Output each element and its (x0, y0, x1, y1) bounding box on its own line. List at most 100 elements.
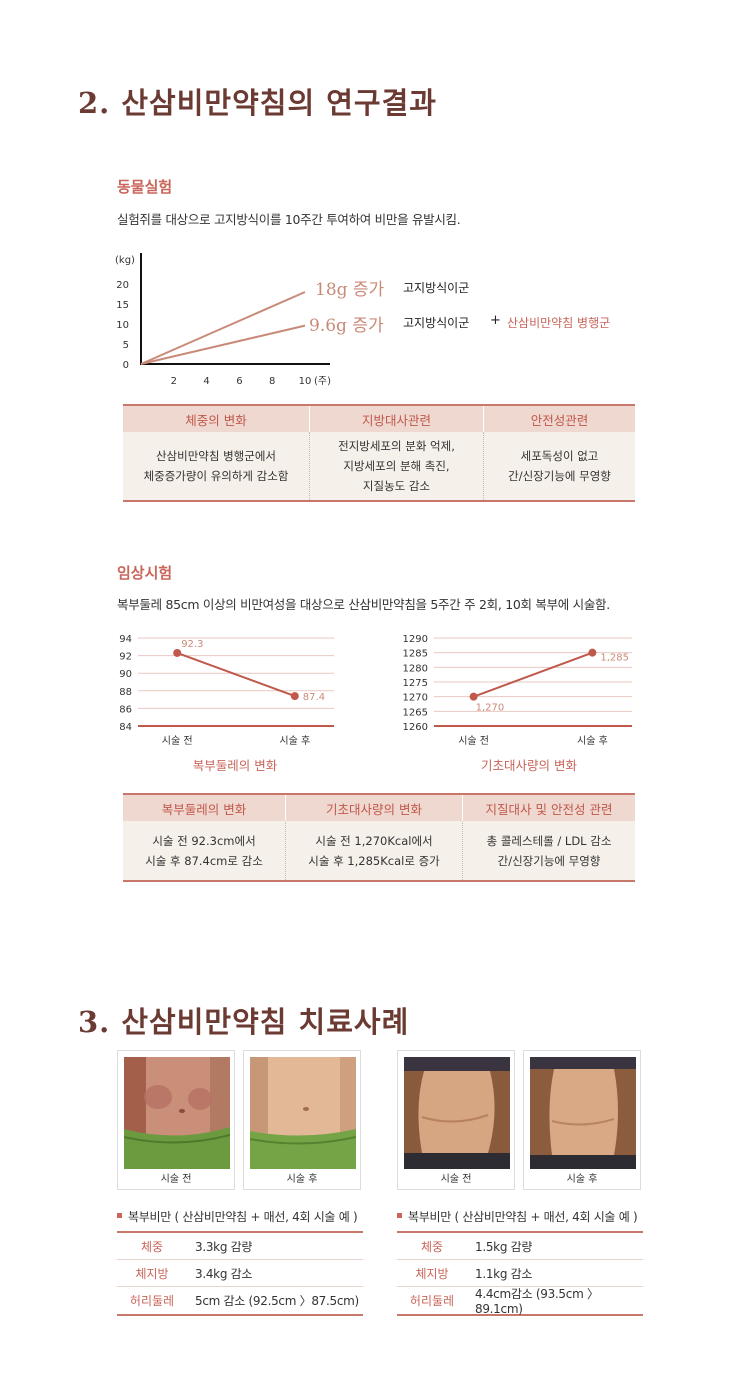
x-tick-label: 2 (171, 376, 177, 387)
row-value: 5cm 감소 (92.5cm 〉87.5cm) (195, 1294, 359, 1308)
series-2-group: 고지방식이군 (403, 316, 470, 330)
table-row: 산삼비만약침 병행군에서 체중증가량이 유의하게 감소함 전지방세포의 분화 억… (123, 432, 635, 500)
y-tick-label: 1275 (403, 678, 428, 689)
clinical-study-description: 복부둘레 85cm 이상의 비만여성을 대상으로 산삼비만약침을 5주간 주 2… (117, 597, 610, 612)
x-tick-label: 8 (269, 376, 275, 387)
header-weight: 체중의 변화 (123, 406, 310, 432)
y-tick-label: 92 (119, 652, 132, 663)
header-waist: 복부둘레의 변화 (123, 795, 286, 821)
section-2-title: 2. 산삼비만약침의 연구결과 (78, 86, 437, 120)
series-line (176, 652, 296, 698)
header-bmr: 기초대사량의 변화 (286, 795, 463, 821)
cell-lipid-safety: 총 콜레스테롤 / LDL 감소 간/신장기능에 무영향 (486, 833, 612, 868)
animal-study-subtitle: 동물실험 (117, 178, 173, 196)
table-row: 체지방 3.4kg 감소 (117, 1260, 363, 1287)
table-row: 허리둘레 4.4cm감소 (93.5cm 〉89.1cm) (397, 1287, 643, 1316)
bmr-chart-caption: 기초대사량의 변화 (481, 758, 577, 773)
bullet-icon (117, 1213, 122, 1218)
data-point (588, 648, 597, 657)
clinical-result-table: 복부둘레의 변화 기초대사량의 변화 지질대사 및 안전성 관련 시술 전 92… (123, 793, 635, 882)
y-tick-label: 94 (119, 634, 132, 645)
y-tick-label: 10 (116, 320, 129, 331)
y-tick-label: 15 (116, 300, 129, 311)
row-value: 1.1kg 감소 (475, 1266, 533, 1281)
data-point (469, 692, 478, 701)
section-3-title: 3. 산삼비만약침 치료사례 (78, 1005, 410, 1039)
case-2-table: 체중 1.5kg 감량 체지방 1.1kg 감소 허리둘레 4.4cm감소 (9… (397, 1231, 643, 1316)
x-tick-label: 6 (236, 376, 242, 387)
weight-gain-chart: (kg) 0 5 10 15 20 2 4 6 8 10 (주) 18g 증가 고지방식이군 9.… (105, 250, 645, 390)
y-tick-label: 20 (116, 280, 129, 291)
bullet-icon (397, 1213, 402, 1218)
series-1-label: 18g 증가 (315, 280, 385, 300)
case-1-before-photo: 시술 전 (117, 1050, 235, 1190)
y-tick-label: 1265 (403, 707, 428, 718)
data-point (173, 648, 182, 657)
series-1-group: 고지방식이군 (403, 281, 470, 295)
series-2-plus: + (490, 313, 501, 328)
case-2-heading: 복부비만 ( 산삼비만약침 + 매선, 4회 시술 예 ) (397, 1208, 638, 1225)
series-line-2 (140, 324, 306, 365)
case-2-after-photo: 시술 후 (523, 1050, 641, 1190)
row-value: 3.3kg 감량 (195, 1239, 253, 1254)
data-label: 87.4 (303, 692, 325, 703)
cell-safety: 세포독성이 없고 간/신장기능에 무영향 (508, 449, 611, 483)
x-tick-label: 시술 전 (458, 735, 489, 747)
row-key: 체지방 (135, 1266, 169, 1281)
table-header: 복부둘레의 변화 기초대사량의 변화 지질대사 및 안전성 관련 (123, 793, 635, 821)
data-label: 1,270 (476, 703, 505, 714)
row-key: 체지방 (415, 1266, 449, 1281)
row-key: 허리둘레 (129, 1294, 175, 1308)
cell-weight: 산삼비만약침 병행군에서 체중증가량이 유의하게 감소함 (123, 432, 310, 500)
row-value: 1.5kg 감량 (475, 1239, 533, 1254)
y-axis-label: (kg) (115, 255, 135, 266)
cell-bmr: 시술 전 1,270Kcal에서 시술 후 1,285Kcal로 증가 (286, 821, 463, 880)
after-caption: 시술 후 (286, 1174, 318, 1185)
header-lipid: 지방대사관련 (310, 406, 484, 432)
x-tick-label: 시술 후 (577, 735, 608, 747)
table-row: 허리둘레 5cm 감소 (92.5cm 〉87.5cm) (117, 1287, 363, 1314)
series-line (473, 651, 593, 698)
case-1-heading-text: 복부비만 ( 산삼비만약침 + 매선, 4회 시술 예 ) (128, 1210, 358, 1224)
series-line-1 (140, 291, 306, 365)
y-tick-label: 1280 (403, 663, 428, 674)
x-tick-label: 시술 전 (162, 735, 193, 747)
waist-change-chart: 84 86 88 90 92 94 시술 전 시술 후 92.3 87.4 (119, 634, 334, 747)
y-tick-label: 1270 (403, 693, 428, 704)
table-row: 시술 전 92.3cm에서 시술 후 87.4cm로 감소 시술 전 1,270… (123, 821, 635, 880)
y-tick-label: 86 (119, 704, 132, 715)
y-tick-label: 0 (123, 360, 129, 371)
case-1-heading: 복부비만 ( 산삼비만약침 + 매선, 4회 시술 예 ) (117, 1208, 358, 1225)
abdomen-before-image (124, 1057, 230, 1169)
x-axis-label: (주) (314, 376, 331, 387)
case-2-heading-text: 복부비만 ( 산삼비만약침 + 매선, 4회 시술 예 ) (408, 1210, 638, 1224)
data-label: 92.3 (181, 639, 203, 650)
header-lipid-safety: 지질대사 및 안전성 관련 (485, 801, 613, 817)
abdomen-after-image (250, 1057, 356, 1169)
row-key: 허리둘레 (409, 1294, 455, 1308)
row-value: 3.4kg 감소 (195, 1266, 253, 1281)
y-tick-label: 88 (119, 687, 132, 698)
clinical-study-subtitle: 임상시험 (117, 564, 173, 582)
waist-chart-caption: 복부둘레의 변화 (192, 758, 278, 773)
abdomen-before-image (404, 1057, 510, 1169)
abdomen-after-image (530, 1057, 636, 1169)
row-key: 체중 (420, 1239, 444, 1254)
animal-result-table: 체중의 변화 지방대사관련 안전성관련 산삼비만약침 병행군에서 체중증가량이 … (123, 404, 635, 502)
data-point (290, 692, 299, 701)
x-tick-label: 10 (299, 376, 312, 387)
row-key: 체중 (140, 1239, 164, 1254)
y-tick-label: 5 (123, 340, 129, 351)
bmr-change-chart: 1260 1265 1270 1275 1280 1285 1290 시술 전 시술 후 1,27… (403, 634, 632, 747)
animal-study-description: 실험쥐를 대상으로 고지방식이를 10주간 투여하여 비만을 유발시킴. (117, 212, 461, 227)
table-row: 체중 1.5kg 감량 (397, 1233, 643, 1260)
table-header: 체중의 변화 지방대사관련 안전성관련 (123, 404, 635, 432)
x-tick-label: 시술 후 (279, 735, 310, 747)
y-tick-label: 1290 (403, 634, 428, 645)
y-tick-label: 1285 (403, 649, 428, 660)
series-2-extra: 산삼비만약침 병행군 (507, 316, 611, 330)
y-tick-label: 1260 (403, 722, 428, 733)
x-tick-label: 4 (203, 376, 209, 387)
before-caption: 시술 전 (160, 1174, 192, 1185)
